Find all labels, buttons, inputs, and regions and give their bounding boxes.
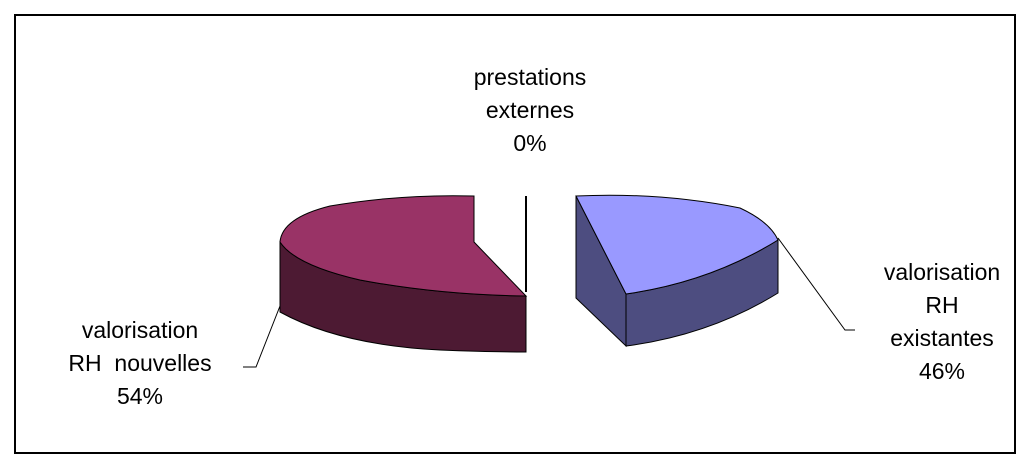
label-prestations-externes-line2: externes <box>485 97 575 123</box>
leader-line-rh-nouvelles <box>243 305 281 368</box>
label-prestations-externes-line1: prestations <box>473 64 587 90</box>
label-rh-existantes-line1: valorisation <box>883 259 1001 285</box>
label-rh-existantes-pct: 46% <box>918 358 966 384</box>
label-rh-nouvelles-pct: 54% <box>116 383 164 409</box>
label-prestations-externes: prestations externes 0% <box>440 61 620 160</box>
slice-rh-existantes-top <box>575 194 779 295</box>
label-rh-nouvelles-line2: RH nouvelles <box>68 350 212 376</box>
label-rh-nouvelles-line1: valorisation <box>81 317 199 343</box>
label-rh-existantes: valorisation RH existantes 46% <box>862 256 1022 388</box>
slice-rh-nouvelles-top <box>279 195 528 297</box>
label-rh-existantes-line2: RH <box>925 292 959 318</box>
label-prestations-externes-pct: 0% <box>513 130 547 156</box>
slice-rh-existantes <box>575 194 779 348</box>
slice-rh-nouvelles <box>279 195 528 353</box>
label-rh-existantes-line3: existantes <box>890 325 994 351</box>
leader-line-rh-existantes <box>777 237 855 331</box>
chart-frame <box>14 14 1016 454</box>
label-rh-nouvelles: valorisation RH nouvelles 54% <box>40 314 240 413</box>
